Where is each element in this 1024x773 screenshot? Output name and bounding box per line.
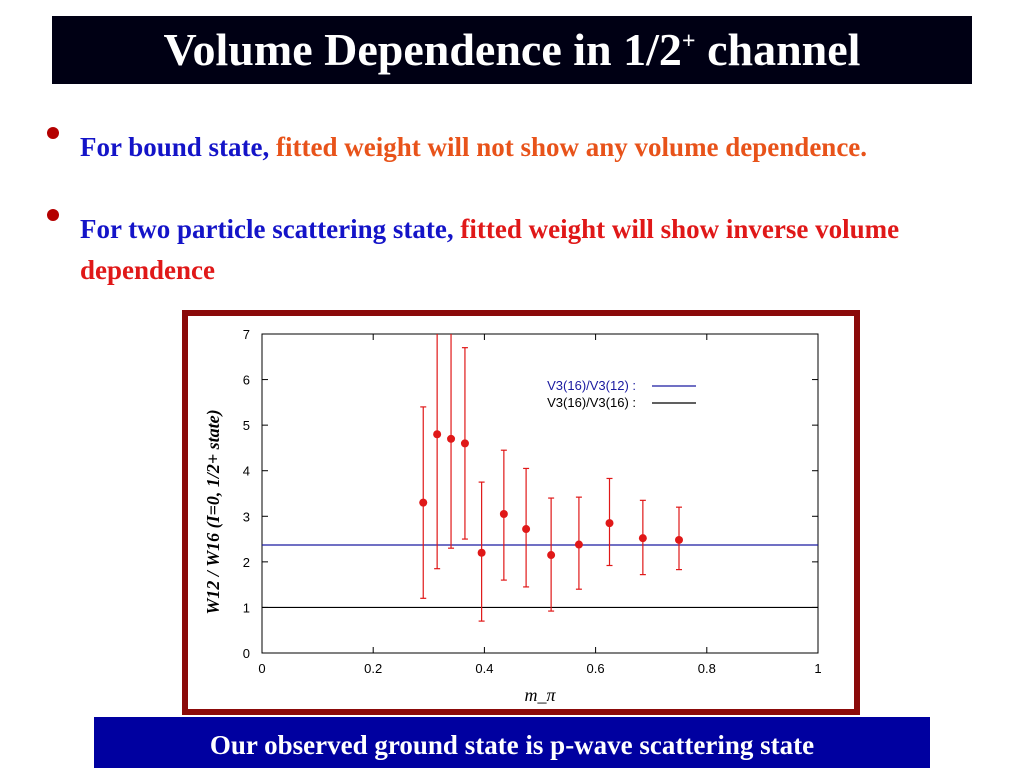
- y-tick-label: 1: [243, 600, 250, 615]
- slide-title-tail: channel: [695, 24, 861, 75]
- y-tick-label: 3: [243, 509, 250, 524]
- bullet-text-1: For bound state, fitted weight will not …: [80, 127, 940, 168]
- slide-title-superscript: +: [681, 28, 696, 55]
- bullet-1-lead: For bound state,: [80, 132, 277, 162]
- data-point: [522, 525, 531, 534]
- scatter-chart: W12 / W16 (I=0, 1/2+ state) m_π 0 1 2 3 4 5 6 7…: [203, 327, 822, 705]
- x-tick-label: 0: [258, 661, 265, 676]
- y-tick-label: 6: [243, 373, 250, 388]
- x-tick-label: 0.4: [475, 661, 493, 676]
- x-tick-label: 0.8: [698, 661, 716, 676]
- bullet-text-2: For two particle scattering state, fitte…: [80, 209, 940, 291]
- y-axis-label: W12 / W16 (I=0, 1/2+ state): [203, 409, 224, 614]
- data-point: [460, 439, 469, 448]
- data-point: [574, 540, 583, 549]
- data-point: [477, 548, 486, 557]
- y-tick-label: 5: [243, 418, 250, 433]
- y-axis-label-main: W12 / W16 (I=0, 1/2+ state): [203, 409, 224, 614]
- bullet-dot-2: [47, 209, 59, 221]
- x-tick-label: 1: [814, 661, 821, 676]
- data-point: [675, 535, 683, 544]
- footer-text: Our observed ground state is p-wave scat…: [209, 730, 815, 760]
- bullet-1-rest: fitted weight will not show any volume d…: [276, 132, 868, 162]
- plot-area-border: [261, 333, 819, 654]
- x-axis-label: m_π: [524, 685, 556, 705]
- bullet-2-lead: For two particle scattering state,: [80, 214, 461, 244]
- legend-label-1: V3(16)/V3(12) :: [547, 378, 636, 393]
- data-point: [605, 519, 614, 528]
- y-tick-label: 2: [243, 555, 250, 570]
- data-point: [419, 498, 428, 507]
- data-point: [638, 534, 647, 543]
- bullet-2-rest: fitted weight will show inverse volume d…: [80, 214, 900, 285]
- y-tick-label: 0: [243, 646, 250, 661]
- slide-title: Volume Dependence in 1/2+ channel: [52, 16, 972, 84]
- bullet-dot-1: [47, 127, 59, 139]
- data-point: [547, 551, 556, 560]
- legend-label-2: V3(16)/V3(16) :: [547, 395, 636, 410]
- x-tick-label: 0.6: [587, 661, 605, 676]
- data-point: [433, 430, 442, 439]
- slide-title-main: Volume Dependence in 1/2: [163, 24, 682, 75]
- y-tick-label: 4: [243, 464, 250, 479]
- footer-banner: Our observed ground state is p-wave scat…: [94, 717, 930, 768]
- y-tick-label: 7: [243, 327, 250, 342]
- chart-frame: W12 / W16 (I=0, 1/2+ state) m_π 0 1 2 3 4 5 6 7…: [182, 310, 860, 715]
- data-point: [447, 434, 456, 443]
- x-tick-label: 0.2: [364, 661, 382, 676]
- data-point: [499, 510, 508, 519]
